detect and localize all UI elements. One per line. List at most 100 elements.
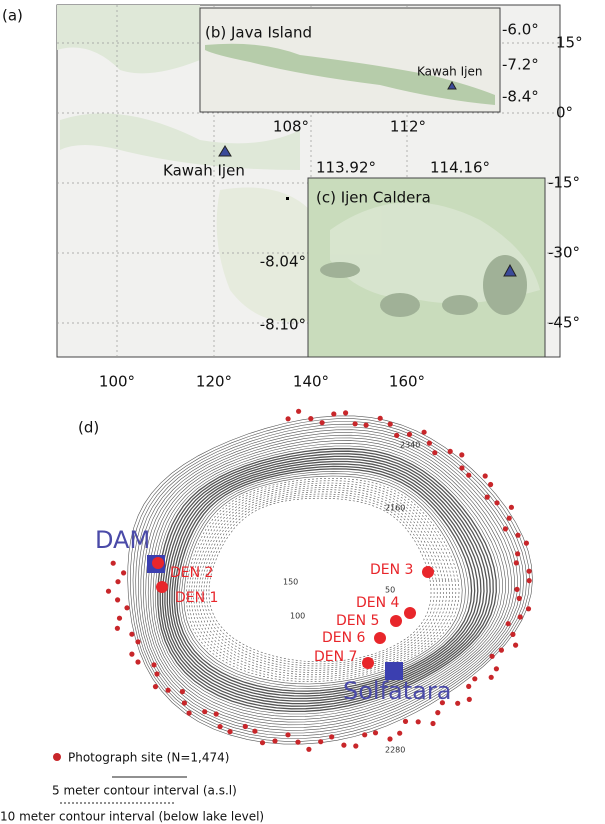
photo-site — [513, 642, 519, 648]
photo-site — [129, 651, 135, 657]
contour-label: 2340 — [400, 441, 420, 450]
y-tick-label: -15° — [548, 174, 580, 192]
site-marker — [385, 662, 403, 680]
inset-title: (b) Java Island — [205, 24, 312, 42]
photo-site — [488, 481, 494, 488]
x-tick-label: 100° — [99, 373, 135, 391]
contour-line — [130, 418, 530, 742]
photo-site — [466, 683, 472, 690]
photo-site — [105, 588, 112, 594]
photo-site — [179, 689, 185, 695]
photo-site — [308, 416, 314, 422]
photo-site — [406, 431, 413, 437]
photo-site — [459, 465, 465, 471]
photo-site — [488, 674, 494, 680]
photo-site — [129, 631, 135, 637]
photo-site — [318, 739, 324, 745]
inset-title: (c) Ijen Caldera — [316, 189, 431, 207]
legend-marker — [53, 753, 61, 761]
photo-site — [217, 724, 223, 730]
photo-site — [508, 504, 514, 510]
photo-site — [466, 696, 472, 703]
photo-site — [426, 440, 432, 446]
den-label: DEN 1 — [175, 590, 218, 606]
photo-site — [343, 410, 349, 416]
photo-site — [115, 579, 121, 585]
contour-line — [161, 453, 491, 707]
photo-site — [435, 710, 441, 716]
photo-site — [447, 448, 453, 454]
y-tick-label: -7.2° — [502, 56, 539, 74]
photo-site — [472, 676, 478, 682]
photo-site — [482, 473, 488, 479]
photo-site — [285, 732, 291, 738]
contour-label: 50 — [385, 586, 395, 595]
photo-site — [124, 605, 130, 611]
panel-label: (d) — [78, 419, 99, 437]
photo-site — [514, 586, 520, 593]
contour-line — [142, 432, 516, 728]
contour-label: 150 — [283, 578, 298, 587]
photo-site — [513, 560, 519, 566]
photo-site — [493, 666, 499, 672]
land — [57, 5, 310, 322]
photo-site — [387, 736, 393, 742]
photo-site — [110, 560, 116, 566]
volcano-label: Kawah Ijen — [417, 65, 482, 79]
photo-site — [430, 720, 436, 727]
photo-site — [494, 500, 500, 506]
photo-site — [432, 450, 438, 456]
contour-line — [159, 450, 494, 710]
volcano-marker — [218, 145, 232, 157]
contour-line — [145, 434, 512, 726]
photo-site — [252, 728, 258, 734]
location-dot — [286, 197, 289, 200]
photo-site — [295, 739, 301, 745]
x-tick-label: 108° — [273, 118, 309, 136]
den-label: DEN 3 — [370, 562, 413, 578]
contour-line — [150, 440, 506, 720]
legend-label: 10 meter contour interval (below lake le… — [0, 810, 264, 824]
photo-site — [372, 730, 379, 736]
y-tick-label: -30° — [548, 244, 580, 262]
den-markers — [152, 557, 434, 669]
photo-site — [186, 710, 192, 716]
contour-line — [200, 491, 441, 669]
photo-site — [285, 416, 291, 422]
contour-line — [193, 484, 451, 676]
contour-line — [198, 489, 444, 671]
photo-site — [387, 421, 393, 427]
photo-site — [362, 732, 368, 738]
y-tick-label: -8.10° — [260, 316, 306, 334]
den-label: DEN 2 — [170, 565, 213, 581]
photo-site — [151, 662, 157, 668]
contour-line — [140, 429, 519, 731]
photo-site — [242, 723, 248, 730]
photo-site — [272, 738, 278, 744]
y-tick-label: -45° — [548, 314, 580, 332]
x-tick-label: 160° — [389, 373, 425, 391]
photo-site — [213, 711, 219, 717]
contour-label: 2160 — [385, 504, 405, 513]
y-tick-label: -6.0° — [502, 21, 539, 39]
photo-site — [525, 606, 532, 612]
den-label: DEN 4 — [356, 595, 400, 611]
y-tick-label: -8.4° — [502, 88, 539, 106]
photo-site — [526, 568, 532, 574]
den-label: DEN 7 — [314, 649, 357, 665]
contour-line — [147, 437, 509, 723]
photo-site — [352, 421, 358, 427]
y-tick-label: 15° — [556, 34, 583, 52]
java-land — [205, 43, 495, 105]
den-label: DEN 6 — [322, 630, 366, 646]
photo-site — [115, 597, 121, 603]
legend-label: Photograph site (N=1,474) — [68, 751, 229, 765]
photo-site — [502, 526, 508, 532]
photo-site — [439, 700, 445, 706]
photo-site — [526, 578, 532, 584]
photo-site — [402, 718, 409, 725]
photo-site — [523, 540, 530, 546]
photo-site — [202, 709, 208, 715]
contour-line — [137, 426, 522, 734]
